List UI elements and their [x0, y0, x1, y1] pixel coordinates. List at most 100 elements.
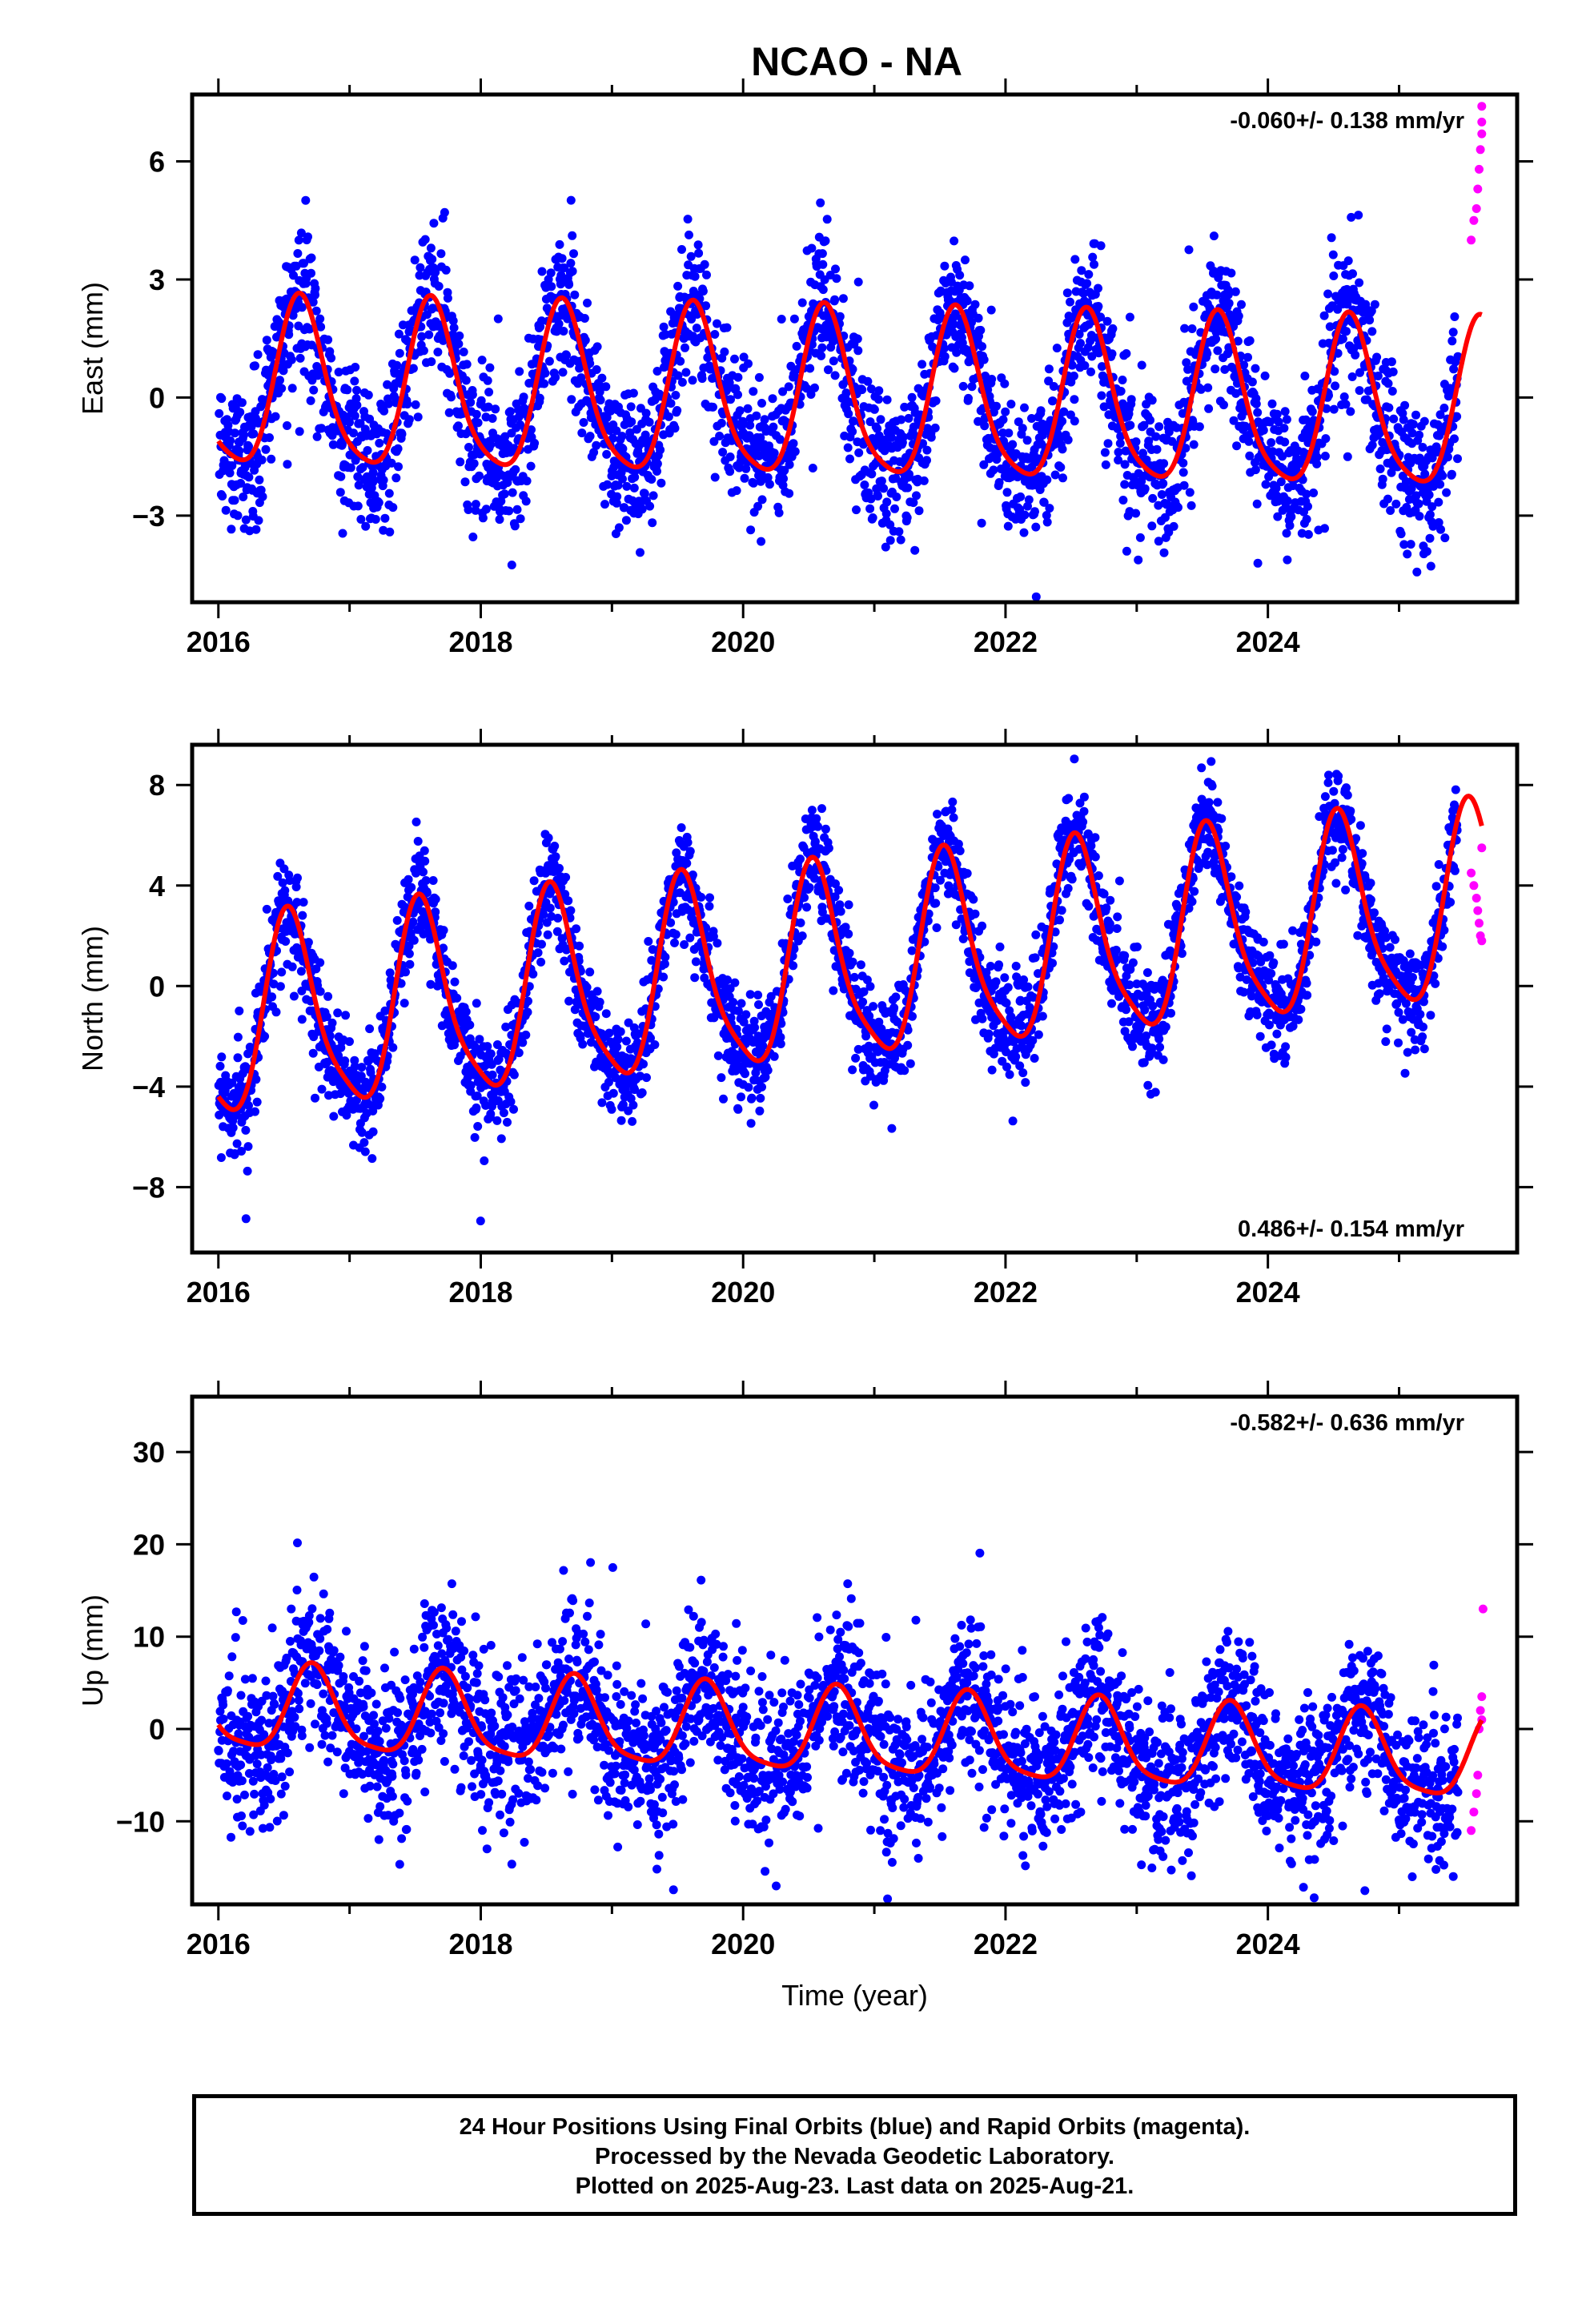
final-point: [1267, 438, 1276, 448]
final-point: [821, 236, 830, 246]
final-point: [829, 356, 838, 366]
final-point: [404, 875, 413, 884]
final-point: [562, 351, 571, 360]
final-point: [703, 353, 713, 362]
final-point: [1048, 396, 1058, 406]
final-point: [805, 883, 814, 892]
final-point: [666, 399, 676, 408]
final-point: [1422, 547, 1431, 557]
final-point: [292, 898, 302, 907]
final-point: [1312, 459, 1322, 468]
final-point: [1283, 497, 1292, 505]
final-point: [955, 271, 965, 280]
final-point: [705, 893, 714, 903]
final-point: [1300, 372, 1310, 380]
final-point: [413, 837, 423, 846]
final-point: [806, 390, 816, 399]
final-point: [345, 1037, 354, 1047]
final-point: [950, 364, 959, 373]
final-point: [965, 281, 974, 291]
final-point: [621, 1036, 631, 1046]
final-point: [747, 1093, 757, 1103]
final-point: [564, 896, 573, 906]
final-point: [977, 518, 986, 528]
final-point: [661, 952, 670, 962]
final-point: [328, 440, 338, 449]
final-point: [796, 918, 805, 927]
final-point: [780, 465, 789, 475]
final-point: [805, 364, 815, 373]
final-point: [950, 309, 960, 319]
final-point: [769, 1051, 779, 1061]
final-point: [226, 436, 235, 445]
final-point: [1280, 407, 1290, 416]
final-point: [894, 527, 904, 537]
final-point: [873, 395, 883, 404]
final-point: [408, 917, 418, 927]
final-point: [863, 376, 873, 386]
final-point: [1370, 300, 1379, 309]
final-point: [962, 296, 972, 306]
final-point: [567, 395, 576, 404]
final-point: [311, 306, 321, 316]
final-point: [1339, 392, 1349, 401]
final-point: [849, 972, 859, 982]
final-point: [1259, 425, 1268, 435]
final-point: [506, 1097, 516, 1107]
final-point: [891, 473, 901, 483]
final-point: [471, 505, 480, 515]
final-point: [592, 987, 602, 996]
final-point: [334, 368, 343, 377]
final-point: [570, 290, 580, 300]
final-points-1: [215, 195, 1463, 601]
final-point: [239, 430, 249, 440]
final-point: [267, 454, 276, 464]
final-point: [1182, 358, 1191, 368]
final-point: [403, 400, 412, 409]
final-point: [293, 249, 303, 258]
final-point: [392, 915, 402, 925]
final-point: [1120, 480, 1130, 489]
final-point: [244, 441, 253, 451]
final-point: [341, 1011, 351, 1020]
final-point: [1006, 400, 1016, 409]
final-point: [371, 515, 380, 524]
final-point: [1403, 549, 1412, 559]
final-point: [506, 407, 515, 416]
final-point: [280, 886, 290, 895]
final-point: [830, 295, 840, 304]
final-point: [1438, 471, 1447, 480]
final-point: [1387, 357, 1396, 367]
final-point: [343, 385, 352, 395]
final-point: [824, 365, 833, 375]
final-point: [561, 873, 571, 882]
final-point: [608, 433, 617, 443]
final-point: [720, 347, 729, 356]
final-point: [950, 236, 959, 246]
final-point: [243, 1142, 253, 1152]
final-point: [516, 514, 525, 524]
final-point: [612, 498, 621, 508]
final-point: [227, 461, 237, 470]
final-point: [350, 376, 359, 386]
final-point: [243, 1166, 252, 1176]
final-point: [907, 946, 917, 955]
final-point: [1234, 312, 1243, 321]
final-point: [1384, 403, 1394, 412]
final-point: [1233, 336, 1243, 346]
final-point: [604, 1077, 613, 1087]
final-point: [572, 924, 581, 934]
final-point: [365, 1024, 375, 1034]
final-point: [472, 1103, 481, 1112]
final-point: [522, 476, 532, 486]
final-point: [215, 408, 224, 418]
final-point: [426, 979, 436, 989]
final-point: [431, 895, 440, 904]
panel-frame: [190, 92, 1520, 605]
final-point: [836, 907, 845, 916]
final-point: [475, 471, 484, 480]
final-point: [227, 1078, 237, 1088]
final-point: [1231, 287, 1240, 296]
final-point: [439, 926, 448, 935]
final-point: [1327, 233, 1336, 243]
